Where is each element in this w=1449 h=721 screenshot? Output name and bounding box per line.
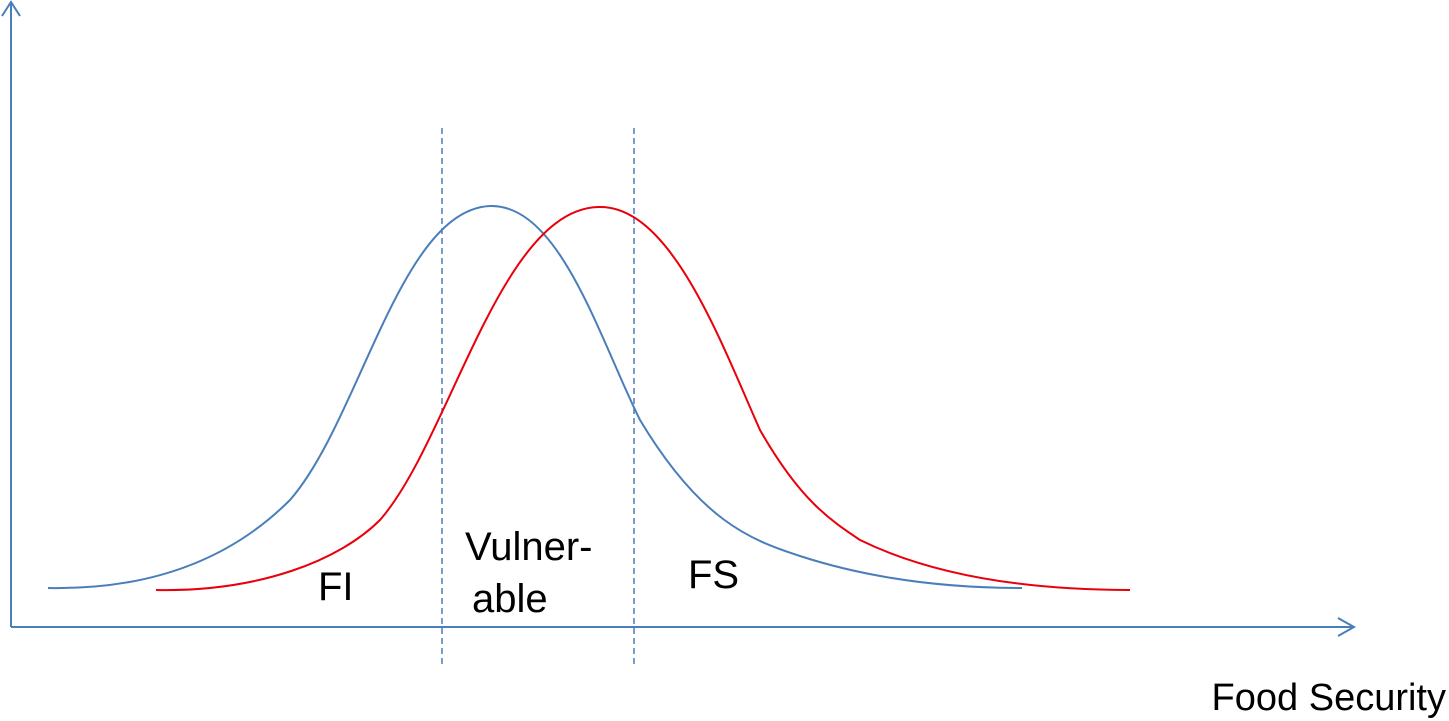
y-axis-arrow xyxy=(1,0,21,17)
axes xyxy=(1,0,1357,637)
label-fi: FI xyxy=(318,565,354,609)
label-vulnerable: Vulner- xyxy=(465,525,592,569)
blue-curve xyxy=(47,204,1023,590)
x-axis-arrow xyxy=(1337,617,1357,637)
label-fs: FS xyxy=(688,553,739,597)
red-curve xyxy=(155,205,1131,592)
label-vulnerable: able xyxy=(472,577,548,621)
x-axis-label: Food Security xyxy=(1212,677,1446,719)
